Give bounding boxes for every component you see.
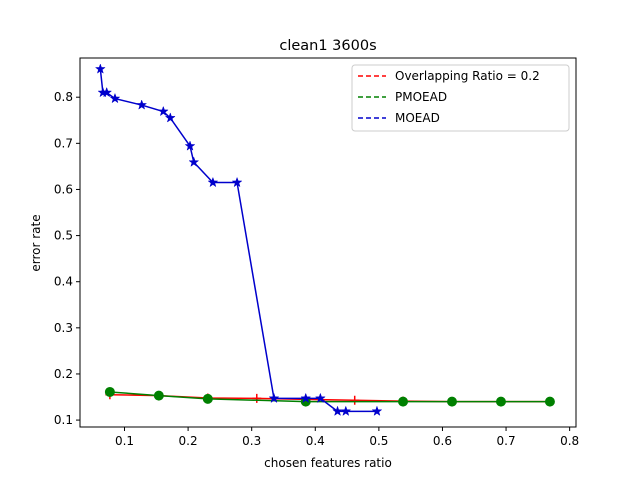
data-point-2-7 [184,140,196,151]
x-tick-label-6: 0.7 [497,434,516,448]
data-point-1-5 [447,396,457,407]
series-1 [104,386,555,407]
data-point-1-7 [544,396,555,407]
data-point-1-1 [153,390,164,401]
series-line-1 [109,391,550,403]
data-point-2-5 [157,105,169,117]
x-axis-label: chosen features ratio [264,456,392,470]
legend-label-1: PMOEAD [395,90,447,104]
data-point-2-13 [314,392,326,404]
data-point-2-11 [268,392,280,404]
x-tick-label-0: 0.1 [115,434,134,448]
chart-title: clean1 3600s [279,38,376,54]
data-point-2-2 [101,86,113,98]
data-point-2-16 [371,405,383,416]
axes-frame [79,57,577,428]
data-point-2-4 [136,99,148,110]
x-tick-label-5: 0.6 [433,434,452,448]
legend-label-0: Overlapping Ratio = 0.2 [395,69,540,83]
data-point-2-9 [207,176,219,188]
axes: 0.1 0.2 0.3 0.4 0.5 0.6 0.7 0.8 0.1 0.2 0.3 0.4 0.5 0… [54,57,579,448]
y-tick-label-5: 0.6 [54,182,73,196]
data-point-1-0 [104,386,115,397]
data-point-1-6 [495,396,506,407]
data-point-2-8 [188,156,200,167]
y-axis-label: error rate [29,214,43,271]
x-tick-label-7: 0.8 [560,434,579,448]
y-tick-label-6: 0.7 [54,136,73,150]
series-2 [94,63,383,416]
y-tick-label-0: 0.1 [54,413,73,427]
data-point-2-0 [94,63,106,74]
x-tick-label-1: 0.2 [179,434,198,448]
y-tick-label-3: 0.4 [54,275,73,289]
x-tick-label-3: 0.4 [306,434,325,448]
data-point-0-3 [252,393,262,403]
legend-label-2: MOEAD [395,111,440,125]
y-tick-label-7: 0.8 [54,90,73,104]
data-point-2-6 [164,112,176,123]
y-tick-label-4: 0.5 [54,229,73,243]
y-tick-label-2: 0.3 [54,321,73,335]
data-point-1-4 [398,396,409,407]
legend: Overlapping Ratio = 0.2 PMOEAD MOEAD [351,64,570,132]
data-point-0-5 [350,395,360,405]
x-tick-label-4: 0.5 [369,434,388,448]
data-point-2-3 [109,92,121,104]
legend-box [351,64,570,132]
data-point-1-2 [202,393,213,404]
data-point-2-15 [340,405,352,416]
data-point-2-10 [231,176,243,188]
y-tick-label-1: 0.2 [54,367,73,381]
data-point-2-12 [300,392,312,404]
plot-area [94,63,555,416]
x-tick-label-2: 0.3 [242,434,261,448]
